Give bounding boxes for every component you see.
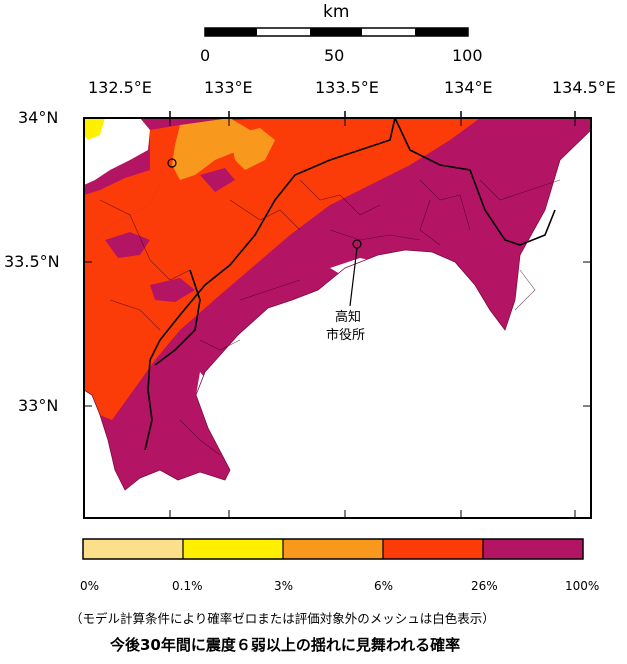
legend-label-2: 3% (274, 579, 294, 593)
scale-unit: km (323, 2, 350, 22)
annotation-label-line1: 高知 (335, 310, 362, 325)
lon-label-134-5: 134.5°E (552, 78, 616, 97)
lat-label-33-5: 33.5°N (4, 252, 60, 271)
map-frame (83, 117, 592, 519)
lon-label-132-5: 132.5°E (88, 78, 152, 97)
annotation-leader (349, 247, 358, 307)
figure-title: 今後30年間に震度６弱以上の揺れに見舞われる確率 (110, 636, 461, 654)
legend-label-4: 26% (471, 579, 498, 593)
scale-tick-50: 50 (324, 46, 345, 65)
legend-swatch-4 (483, 539, 583, 559)
hazard-map (83, 111, 592, 519)
legend-label-1: 0.1% (172, 579, 203, 593)
lon-label-133-5: 133.5°E (315, 78, 379, 97)
legend-swatch-1 (183, 539, 283, 559)
scale-tick-100: 100 (452, 46, 483, 65)
footer-note: （モデル計算条件により確率ゼロまたは評価対象外のメッシュは白色表示） (70, 611, 495, 626)
city-marker-matsuyama (167, 158, 177, 168)
legend-label-0: 0% (80, 579, 100, 593)
zone-3-6 (172, 118, 250, 180)
legend-label-3: 6% (374, 579, 394, 593)
lat-label-34: 34°N (18, 108, 59, 127)
lon-label-134: 134°E (444, 78, 493, 97)
legend-colorbar (82, 538, 584, 560)
annotation-label-line2: 市役所 (326, 328, 366, 343)
lon-label-133: 133°E (204, 78, 253, 97)
legend-swatch-0 (83, 539, 183, 559)
zone-6-26 (84, 118, 480, 420)
legend-swatch-2 (283, 539, 383, 559)
scale-bar (204, 27, 469, 37)
legend-label-5: 100% (565, 579, 600, 593)
lat-label-33: 33°N (18, 396, 59, 415)
legend-swatch-3 (383, 539, 483, 559)
scale-tick-0: 0 (200, 46, 211, 65)
